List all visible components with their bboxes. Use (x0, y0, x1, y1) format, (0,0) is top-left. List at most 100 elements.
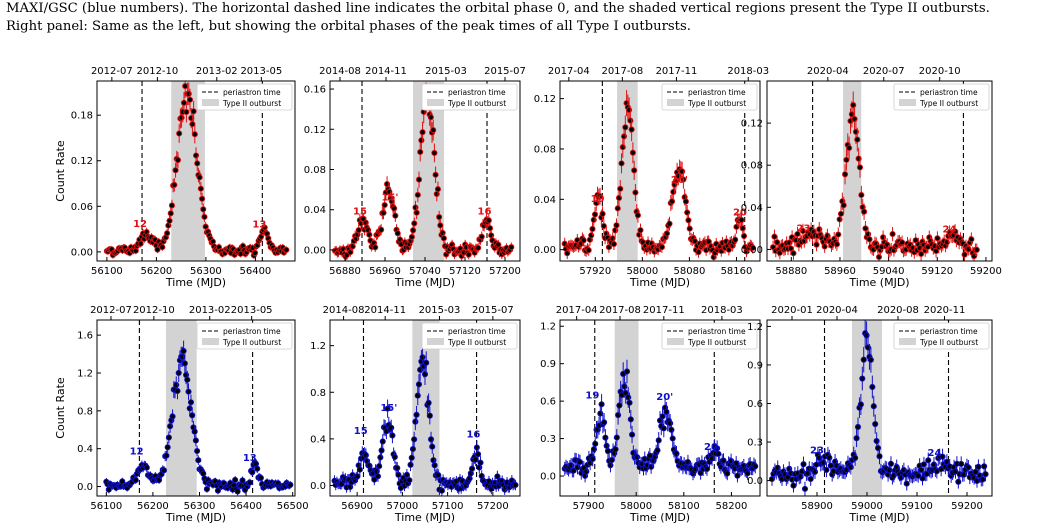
data-point (887, 460, 895, 467)
data-point (973, 246, 980, 253)
data-point (629, 431, 636, 438)
data-point (628, 126, 635, 133)
plot-area (331, 320, 519, 496)
data-point (666, 220, 673, 227)
y-tick-label: 0.04 (741, 203, 763, 214)
data-point (186, 405, 193, 412)
data-point (512, 481, 519, 489)
data-point (412, 204, 419, 211)
data-point (749, 244, 756, 251)
legend-shade-swatch (667, 99, 684, 106)
data-point (434, 186, 442, 193)
data-point (384, 405, 391, 412)
top-tick-label: 2014-08 (323, 305, 365, 316)
data-point (623, 368, 631, 375)
data-point (869, 383, 876, 391)
data-point (837, 210, 845, 217)
outburst-label: 20' (656, 392, 673, 403)
data-point (695, 249, 702, 256)
data-point (200, 206, 207, 213)
legend-shade-swatch (667, 338, 684, 345)
data-point (197, 185, 204, 192)
data-point (867, 356, 874, 363)
data-point (658, 244, 665, 251)
data-point (598, 401, 605, 408)
y-tick-label: 1.2 (747, 322, 763, 333)
data-point (899, 239, 906, 246)
x-tick-label: 56400 (230, 501, 262, 512)
legend: periastron time Type II outburst (196, 322, 293, 350)
x-tick-label: 57900 (573, 501, 605, 512)
data-point (732, 236, 739, 243)
data-point (354, 473, 361, 480)
data-point (965, 464, 972, 471)
type-ii-shade (843, 81, 862, 261)
data-point (843, 156, 850, 163)
y-tick-label: 0.04 (304, 205, 326, 216)
x-tick-label: 58080 (674, 266, 706, 277)
x-tick-label: 58100 (668, 501, 700, 512)
legend-shade-label: Type II outburst (687, 99, 746, 108)
legend-shade-label: Type II outburst (447, 338, 506, 347)
x-tick-label: 57200 (477, 501, 509, 512)
data-point (654, 447, 661, 454)
panel-5: 56100 56200 56300 56400 56500 0.0 0.4 0.8 1.2 1.6… (54, 305, 309, 524)
data-point (866, 236, 873, 243)
data-point (478, 233, 485, 240)
data-point (191, 131, 198, 138)
data-point (468, 465, 476, 472)
data-point (600, 222, 607, 230)
data-point (437, 222, 444, 229)
y-tick-label: 0.12 (71, 156, 93, 167)
data-point (426, 412, 433, 419)
data-point (648, 463, 655, 470)
x-axis-label: Time (MJD) (848, 276, 909, 289)
data-point (588, 232, 595, 239)
data-point (166, 217, 173, 224)
data-point (597, 193, 604, 200)
data-point (835, 231, 842, 238)
data-point (179, 353, 186, 360)
data-point (406, 477, 413, 484)
data-point (427, 436, 435, 443)
legend-shade-swatch (899, 99, 916, 106)
data-point (591, 211, 599, 218)
top-tick-label: 2012-10 (133, 305, 175, 316)
data-point (201, 213, 208, 220)
y-tick-label: 0.00 (534, 245, 556, 256)
y-tick-label: 0.04 (534, 195, 556, 206)
data-point (476, 464, 483, 471)
data-point (143, 464, 150, 471)
outburst-label: 15 (354, 426, 368, 437)
data-point (872, 421, 879, 428)
top-tick-label: 2018-03 (727, 66, 769, 77)
panel-8: 58900 59000 59100 59200 0.0 0.3 0.6 0.9 1.2 2020-… (747, 305, 993, 524)
y-tick-label: 0.8 (310, 388, 326, 399)
data-point (627, 416, 634, 423)
type-ii-shade (617, 81, 638, 261)
data-point (583, 468, 590, 475)
legend-box (893, 322, 990, 350)
data-point (371, 476, 378, 483)
legend-shade-label: Type II outburst (919, 99, 978, 108)
data-point (854, 423, 862, 431)
data-point (475, 244, 482, 251)
top-tick-label: 2012-07 (90, 305, 132, 316)
data-point (366, 231, 373, 238)
data-point (856, 164, 864, 171)
data-point (655, 437, 662, 444)
data-point (903, 480, 910, 487)
top-tick-label: 2015-07 (472, 305, 514, 316)
data-point (790, 250, 797, 257)
x-tick-label: 57000 (386, 501, 418, 512)
data-point (975, 463, 982, 470)
x-tick-label: 59200 (951, 501, 983, 512)
data-point (612, 446, 619, 453)
data-point (200, 470, 207, 477)
x-tick-label: 59000 (851, 501, 883, 512)
data-point (411, 436, 418, 443)
legend-shade-label: Type II outburst (687, 338, 746, 347)
data-point (857, 401, 864, 408)
plot-area (103, 81, 290, 261)
